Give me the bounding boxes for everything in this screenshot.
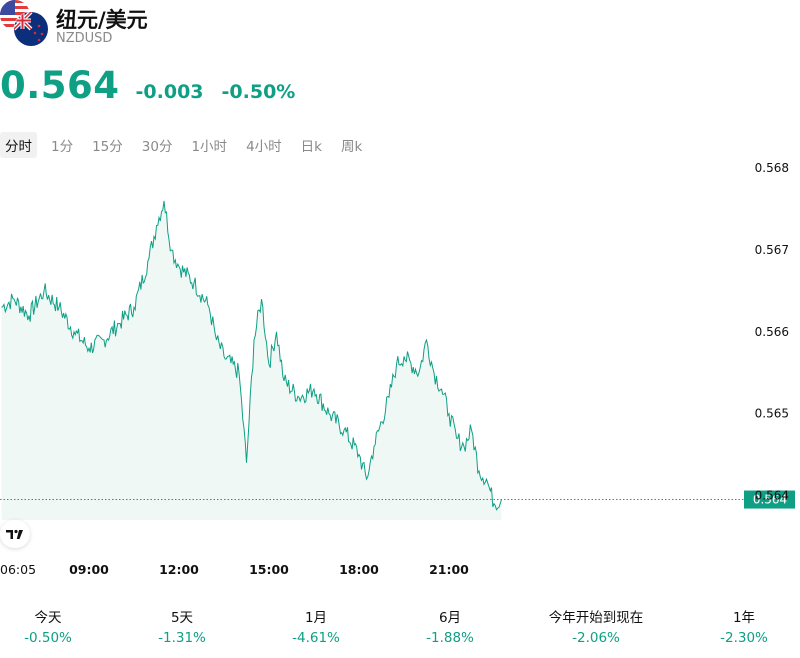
price-chart[interactable]: 0.564 0.568 0.567 0.566 0.565 0.564 06:05 09:… [0, 160, 800, 590]
period-label: 1月 [304, 610, 328, 626]
us-nz-flags-icon [0, 0, 52, 50]
period-value: -1.31% [158, 630, 206, 646]
price-change-percent: -0.50% [221, 81, 296, 103]
y-tick-label: 0.567 [755, 243, 789, 257]
price-row: 0.564 -0.003 -0.50% [0, 64, 295, 108]
period-value: -4.61% [292, 630, 340, 646]
x-tick-label: 21:00 [429, 562, 469, 577]
tab-30min[interactable]: 30分 [141, 139, 173, 155]
tab-1hour[interactable]: 1小时 [191, 139, 228, 155]
period-1y[interactable]: 1年 -2.30% [684, 608, 800, 647]
period-ytd[interactable]: 今年开始到现在 -2.06% [536, 608, 656, 647]
y-tick-label: 0.568 [755, 161, 789, 175]
period-label: 5天 [170, 610, 194, 626]
symbol-label: NZDUSD [56, 31, 113, 46]
x-tick-label: 18:00 [339, 562, 379, 577]
period-today[interactable]: 今天 -0.50% [0, 608, 108, 647]
page-title: 纽元/美元 [56, 8, 148, 32]
last-price-label: 0.564 [753, 493, 787, 507]
y-tick-label: 0.566 [755, 325, 789, 339]
price-change: -0.003 [135, 81, 204, 103]
tab-intraday[interactable]: 分时 [0, 132, 37, 158]
period-value: -2.06% [572, 630, 620, 646]
period-label: 6月 [438, 610, 462, 626]
current-price: 0.564 [0, 64, 120, 107]
y-tick-label: 0.565 [755, 407, 789, 421]
x-tick-label: 09:00 [69, 562, 109, 577]
tab-15min[interactable]: 15分 [92, 139, 123, 155]
tab-4hour[interactable]: 4小时 [246, 139, 282, 155]
price-area-fill [1, 200, 502, 520]
performance-periods: 今天 -0.50% 5天 -1.31% 1月 -4.61% 6月 -1.88% … [0, 608, 800, 652]
period-label: 今年开始到现在 [548, 610, 644, 626]
price-line [1, 200, 502, 511]
period-label: 今天 [34, 610, 62, 626]
y-tick-label: 0.564 [755, 488, 789, 502]
tab-1min[interactable]: 1分 [51, 139, 74, 155]
period-1m[interactable]: 1月 -4.61% [256, 608, 376, 647]
period-5d[interactable]: 5天 -1.31% [122, 608, 242, 647]
x-tick-label: 15:00 [249, 562, 289, 577]
x-tick-label: 06:05 [0, 562, 36, 577]
period-6m[interactable]: 6月 -1.88% [390, 608, 510, 647]
tab-daily[interactable]: 日k [300, 139, 322, 155]
tab-weekly[interactable]: 周k [340, 139, 363, 155]
tradingview-logo-icon[interactable] [0, 520, 30, 548]
timeframe-tabs: 分时 1分 15分 30分 1小时 4小时 日k 周k [0, 132, 376, 158]
period-value: -1.88% [426, 630, 474, 646]
period-value: -0.50% [24, 630, 72, 646]
last-price-badge [744, 490, 795, 509]
period-value: -2.30% [720, 630, 768, 646]
period-label: 1年 [732, 610, 756, 626]
x-tick-label: 12:00 [159, 562, 199, 577]
